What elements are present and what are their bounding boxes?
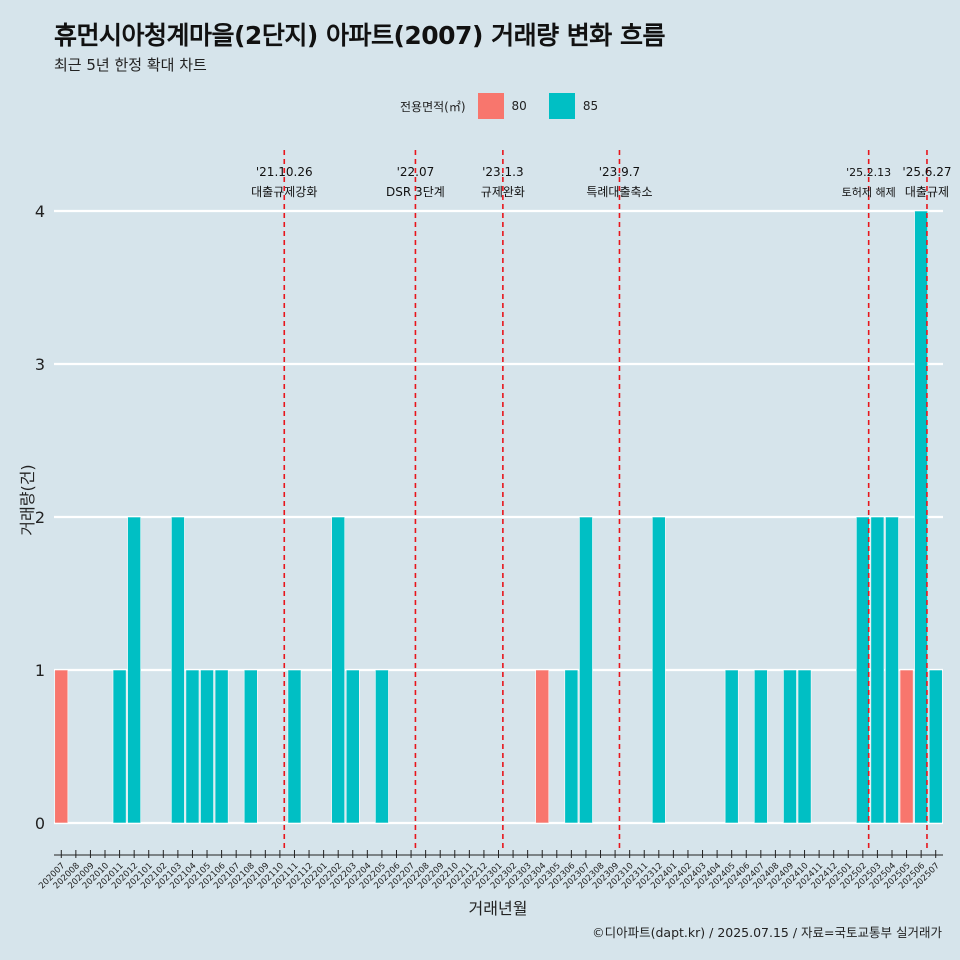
bar-202307-85 (579, 516, 593, 824)
bar-202202-85 (331, 516, 346, 824)
bar-202410-85 (797, 669, 812, 824)
y-tick-label: 4 (35, 202, 45, 221)
legend-title: 전용면적(㎡) (400, 99, 466, 114)
bar-202205-85 (375, 669, 389, 824)
chart-subtitle: 최근 5년 한정 확대 차트 (54, 56, 207, 74)
event-date-label: '21.10.26 (256, 165, 313, 179)
bar-202012-85 (127, 516, 142, 824)
event-name-label: 대출규제 (905, 185, 949, 199)
x-axis-title: 거래년월 (469, 899, 528, 918)
event-name-label: 대출규제강화 (251, 185, 317, 199)
event-name-label: 규제완화 (481, 185, 525, 199)
event-name-label: 특례대출축소 (586, 185, 652, 199)
source-caption: ©디아파트(dapt.kr) / 2025.07.15 / 자료=국토교통부 실… (592, 925, 942, 940)
event-date-label: '23.1.3 (482, 165, 523, 179)
y-tick-label: 1 (35, 661, 45, 680)
legend-label-85: 85 (582, 99, 599, 113)
bar-202306-85 (564, 669, 579, 824)
event-date-label: '22.07 (397, 165, 435, 179)
event-name-label: DSR 3단계 (386, 185, 445, 199)
y-axis-title: 거래량(건) (18, 464, 37, 535)
bar-202507-85 (928, 669, 943, 824)
bar-202304-80 (535, 669, 550, 824)
bar-202106-85 (214, 669, 229, 824)
bar-202108-85 (243, 669, 258, 824)
bar-202502-85 (855, 516, 870, 824)
legend-swatch-80 (477, 93, 504, 119)
bar-202503-85 (870, 516, 885, 824)
bar-202011-85 (112, 669, 127, 824)
event-date-label: '23.9.7 (599, 165, 640, 179)
bar-202203-85 (345, 669, 360, 824)
bar-202105-85 (200, 669, 214, 824)
chart-title: 휴먼시아청계마을(2단지) 아파트(2007) 거래량 변화 흐름 (54, 21, 666, 50)
bar-202505-80 (899, 669, 914, 824)
y-tick-label: 2 (35, 508, 45, 527)
y-tick-label: 0 (35, 814, 45, 833)
event-name-label: 토허제 해제 (842, 185, 896, 199)
event-date-label: '25.2.13 (846, 166, 891, 179)
bar-202506-85 (914, 210, 928, 824)
bar-202504-85 (885, 516, 899, 824)
bar-202405-85 (724, 669, 739, 824)
bar-202007-80 (54, 669, 69, 824)
legend-swatch-85 (548, 93, 575, 119)
legend-label-80: 80 (511, 99, 527, 113)
event-date-label: '25.6.27 (902, 165, 951, 179)
legend: 전용면적(㎡) 80 85 (400, 93, 598, 119)
bar-202409-85 (783, 669, 797, 824)
y-tick-label: 3 (35, 355, 45, 374)
bar-202407-85 (753, 669, 768, 824)
bar-202103-85 (171, 516, 185, 824)
bar-202111-85 (287, 669, 302, 824)
bar-202312-85 (651, 516, 666, 824)
bar-202104-85 (185, 669, 200, 824)
